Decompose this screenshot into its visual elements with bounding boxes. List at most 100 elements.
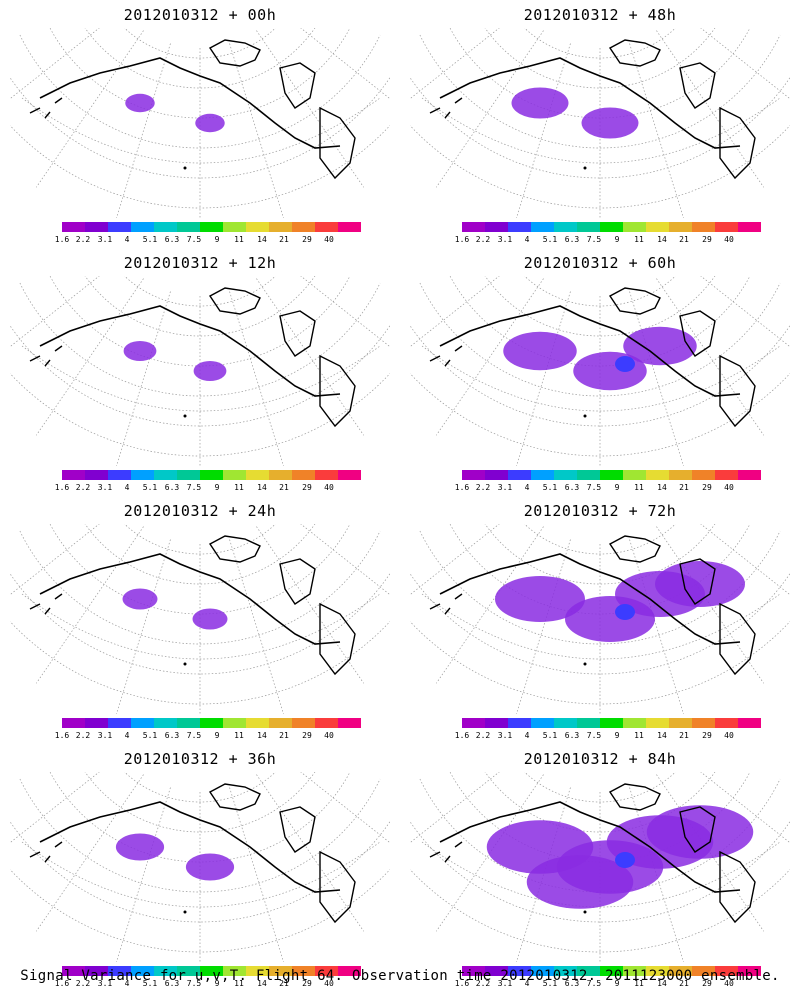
colorbar-swatch — [315, 718, 338, 728]
colorbar-label: 40 — [324, 731, 334, 740]
colorbar-swatch — [669, 222, 692, 232]
colorbar-label: 6.3 — [164, 235, 180, 244]
colorbar-label: 2.2 — [75, 483, 91, 492]
colorbar-label: 2.2 — [75, 235, 91, 244]
colorbar-swatch — [646, 222, 669, 232]
panel-title: 2012010312 + 72h — [523, 502, 677, 520]
colorbar-label: 4 — [524, 235, 530, 244]
colorbar-swatch — [154, 222, 177, 232]
colorbar-swatch — [62, 718, 85, 728]
map-panel: 2012010312 + 72h 1.6 2.2 3.1 4 5.1 6.3 7.5 9 11 14… — [400, 496, 800, 744]
colorbar-labels: 1.6 2.2 3.1 4 5.1 6.3 7.5 9 11 14 21 29 40 — [52, 979, 372, 989]
colorbar-swatch — [692, 966, 715, 976]
colorbar-swatch — [462, 222, 485, 232]
map-panel: 2012010312 + 36h 1.6 2.2 3.1 4 5.1 6.3 7.5 9 11 14… — [0, 744, 400, 992]
colorbar-label: 4 — [524, 979, 530, 988]
colorbar-swatch — [223, 470, 246, 480]
polar-map — [10, 276, 390, 466]
colorbar-swatch — [338, 718, 361, 728]
map-panel: 2012010312 + 12h 1.6 2.2 3.1 4 5.1 6.3 7.5 9 11 14… — [0, 248, 400, 496]
colorbar — [62, 718, 361, 728]
colorbar-swatch — [531, 470, 554, 480]
colorbar-label: 29 — [302, 235, 312, 244]
colorbar-swatch — [738, 718, 761, 728]
colorbar-swatch — [85, 718, 108, 728]
colorbar-label: 11 — [634, 483, 644, 492]
colorbar-swatch — [600, 966, 623, 976]
polar-map — [410, 524, 790, 714]
colorbar-swatch — [108, 718, 131, 728]
colorbar-swatch — [200, 718, 223, 728]
colorbar-label: 3.1 — [497, 235, 513, 244]
colorbar-labels: 1.6 2.2 3.1 4 5.1 6.3 7.5 9 11 14 21 29 40 — [452, 979, 772, 989]
colorbar-labels: 1.6 2.2 3.1 4 5.1 6.3 7.5 9 11 14 21 29 40 — [452, 235, 772, 245]
colorbar-label: 40 — [724, 235, 734, 244]
colorbar-swatch — [646, 966, 669, 976]
colorbar-swatch — [715, 222, 738, 232]
colorbar-labels: 1.6 2.2 3.1 4 5.1 6.3 7.5 9 11 14 21 29 40 — [52, 235, 372, 245]
colorbar-swatch — [292, 718, 315, 728]
colorbar-label: 29 — [702, 731, 712, 740]
colorbar-label: 6.3 — [164, 731, 180, 740]
colorbar-label: 14 — [257, 483, 267, 492]
colorbar-swatch — [577, 966, 600, 976]
colorbar — [62, 966, 361, 976]
colorbar-label: 1.6 — [454, 235, 470, 244]
colorbar-label: 7.5 — [586, 235, 602, 244]
colorbar-swatch — [200, 470, 223, 480]
colorbar-label: 40 — [324, 235, 334, 244]
colorbar-swatch — [669, 718, 692, 728]
colorbar-label: 6.3 — [564, 731, 580, 740]
panel-title: 2012010312 + 60h — [523, 254, 677, 272]
polar-map — [10, 524, 390, 714]
colorbar-label: 6.3 — [564, 235, 580, 244]
colorbar-swatch — [315, 966, 338, 976]
colorbar-swatch — [246, 222, 269, 232]
colorbar-label: 7.5 — [186, 979, 202, 988]
polar-map — [10, 772, 390, 962]
colorbar-swatch — [338, 966, 361, 976]
colorbar-label: 11 — [234, 979, 244, 988]
colorbar-swatch — [554, 966, 577, 976]
colorbar-labels: 1.6 2.2 3.1 4 5.1 6.3 7.5 9 11 14 21 29 40 — [452, 483, 772, 493]
colorbar-swatch — [738, 966, 761, 976]
colorbar — [462, 718, 761, 728]
panel-title: 2012010312 + 36h — [123, 750, 277, 768]
colorbar-label: 1.6 — [454, 979, 470, 988]
colorbar-label: 3.1 — [97, 235, 113, 244]
colorbar-label: 29 — [302, 483, 312, 492]
colorbar-swatch — [485, 470, 508, 480]
colorbar-label: 6.3 — [564, 979, 580, 988]
colorbar-label: 40 — [724, 731, 734, 740]
colorbar-swatch — [738, 222, 761, 232]
colorbar-label: 21 — [679, 979, 689, 988]
colorbar-label: 7.5 — [586, 979, 602, 988]
colorbar-labels: 1.6 2.2 3.1 4 5.1 6.3 7.5 9 11 14 21 29 40 — [52, 731, 372, 741]
colorbar-swatch — [85, 222, 108, 232]
colorbar-labels: 1.6 2.2 3.1 4 5.1 6.3 7.5 9 11 14 21 29 40 — [452, 731, 772, 741]
colorbar-swatch — [531, 222, 554, 232]
map-panel: 2012010312 + 60h 1.6 2.2 3.1 4 5.1 6.3 7.5 9 11 14… — [400, 248, 800, 496]
colorbar-label: 21 — [279, 483, 289, 492]
colorbar-swatch — [531, 718, 554, 728]
colorbar-label: 11 — [234, 731, 244, 740]
colorbar-swatch — [108, 470, 131, 480]
colorbar-swatch — [62, 966, 85, 976]
colorbar-label: 5.1 — [542, 235, 558, 244]
colorbar — [462, 470, 761, 480]
colorbar-label: 14 — [657, 731, 667, 740]
polar-map — [410, 772, 790, 962]
colorbar-swatch — [223, 966, 246, 976]
colorbar-swatch — [246, 470, 269, 480]
colorbar-swatch — [62, 222, 85, 232]
colorbar-swatch — [623, 470, 646, 480]
colorbar-label: 5.1 — [542, 483, 558, 492]
colorbar-label: 1.6 — [454, 731, 470, 740]
colorbar-label: 1.6 — [54, 483, 70, 492]
colorbar-label: 3.1 — [97, 731, 113, 740]
colorbar-swatch — [554, 222, 577, 232]
colorbar — [62, 470, 361, 480]
map-panel: 2012010312 + 24h 1.6 2.2 3.1 4 5.1 6.3 7.5 9 11 14… — [0, 496, 400, 744]
colorbar-swatch — [554, 718, 577, 728]
colorbar-label: 29 — [702, 979, 712, 988]
